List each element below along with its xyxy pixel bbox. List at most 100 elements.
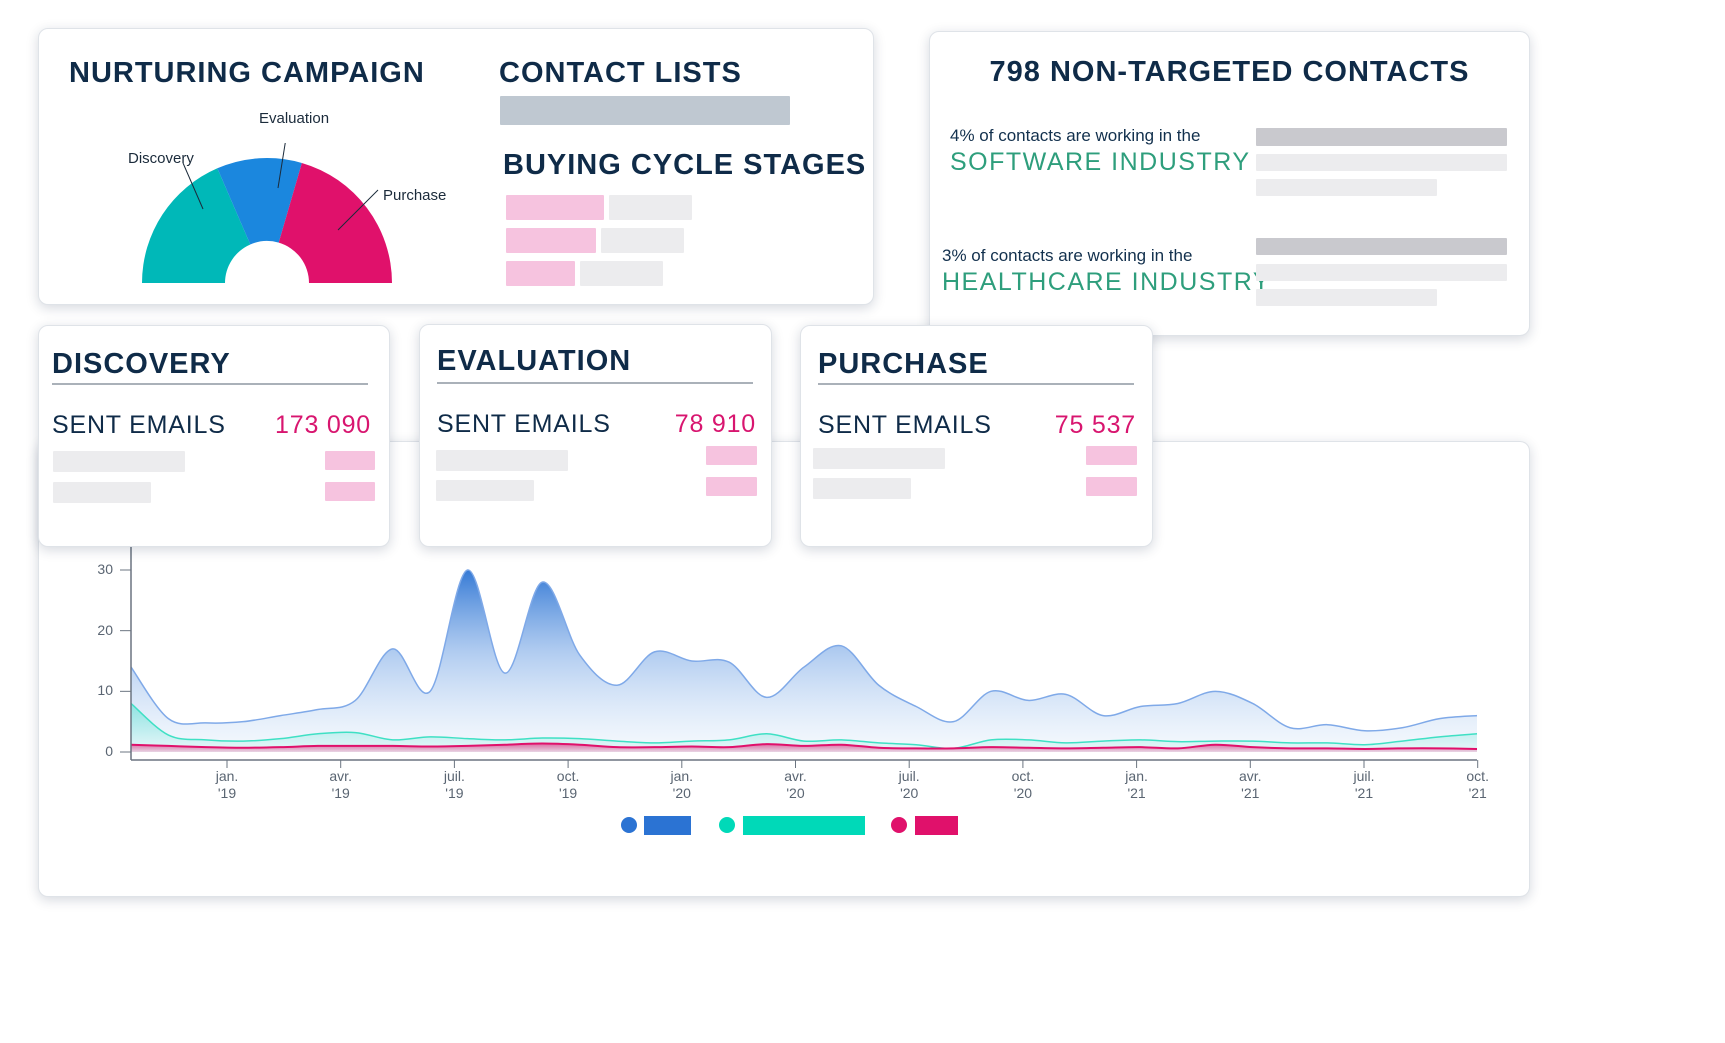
software-bar-2 xyxy=(1256,154,1507,171)
y-tick-label: 0 xyxy=(105,743,113,759)
y-tick-label: 10 xyxy=(97,682,113,699)
evaluation-sent-value: 78 910 xyxy=(674,410,756,438)
purchase-sent-label: SENT EMAILS xyxy=(818,411,992,439)
x-tick-year: '21 xyxy=(1241,785,1260,801)
x-tick-month: oct. xyxy=(1011,768,1035,784)
evaluation-bar-2 xyxy=(436,480,534,501)
stage-gauge-chart xyxy=(142,143,392,283)
x-tick-month: avr. xyxy=(329,768,352,784)
x-tick-year: '20 xyxy=(900,785,919,801)
purchase-value-1 xyxy=(1086,446,1137,465)
legend-dot-blue[interactable] xyxy=(621,817,637,833)
purchase-sent-value: 75 537 xyxy=(1054,411,1136,439)
non-targeted-contacts-card: 798 NON-TARGETED CONTACTS 4% of contacts… xyxy=(929,31,1530,336)
discovery-bar-2 xyxy=(53,482,151,503)
x-tick-year: '19 xyxy=(445,785,464,801)
x-tick-label: juil. '21 xyxy=(1339,768,1389,802)
gauge-pointer-purchase xyxy=(337,189,379,231)
stage-row-3-bar xyxy=(580,261,663,286)
x-tick-label: jan. '20 xyxy=(657,768,707,802)
nurturing-campaign-title: NURTURING CAMPAIGN xyxy=(69,57,425,89)
healthcare-bar-3 xyxy=(1256,289,1437,306)
stage-row-2-value xyxy=(506,228,596,253)
software-bar-1 xyxy=(1256,128,1507,146)
gauge-label-evaluation: Evaluation xyxy=(259,110,330,127)
gauge-segment-discovery[interactable] xyxy=(142,168,251,283)
x-tick-year: '19 xyxy=(558,785,578,801)
evaluation-value-1 xyxy=(706,446,757,465)
x-tick-label: jan. '19 xyxy=(202,768,252,802)
discovery-divider xyxy=(52,383,368,385)
x-tick-month: oct. xyxy=(1466,768,1489,784)
purchase-value-2 xyxy=(1086,477,1137,496)
stage-row-2-bar xyxy=(601,228,684,253)
stage-row-1-bar xyxy=(609,195,692,220)
stage-row-3-value xyxy=(506,261,575,286)
legend-dot-teal[interactable] xyxy=(719,817,735,833)
x-tick-label: avr. '20 xyxy=(771,768,821,802)
y-tick-label: 30 xyxy=(97,561,113,577)
x-tick-month: juil. xyxy=(1353,768,1375,784)
y-tick-label: 20 xyxy=(97,621,113,638)
series-2-area xyxy=(131,743,1477,752)
legend-bar-blue[interactable] xyxy=(644,816,691,835)
software-contacts-text: 4% of contacts are working in the xyxy=(950,126,1201,145)
x-tick-year: '21 xyxy=(1354,785,1374,801)
stage-row-1-value xyxy=(506,195,604,220)
x-tick-year: '20 xyxy=(672,785,691,801)
evaluation-sent-label: SENT EMAILS xyxy=(437,410,611,438)
contact-lists-title: CONTACT LISTS xyxy=(499,57,742,89)
purchase-stage-card[interactable]: PURCHASE SENT EMAILS 75 537 xyxy=(800,325,1153,547)
discovery-stage-card[interactable]: DISCOVERY SENT EMAILS 173 090 xyxy=(38,325,390,547)
x-tick-label: jan. '21 xyxy=(1112,768,1162,802)
nurturing-campaign-card: NURTURING CAMPAIGN Discovery Evaluation … xyxy=(38,28,874,305)
gauge-segment-purchase[interactable] xyxy=(278,162,392,283)
evaluation-bar-1 xyxy=(436,450,568,471)
gauge-segment-evaluation[interactable] xyxy=(217,158,302,245)
evaluation-value-2 xyxy=(706,477,757,496)
evaluation-stage-title: EVALUATION xyxy=(437,345,632,377)
gauge-pointer-evaluation xyxy=(277,143,286,189)
legend-bar-pink[interactable] xyxy=(915,816,958,835)
discovery-value-1 xyxy=(325,451,375,470)
x-tick-year: '21 xyxy=(1468,785,1487,801)
contact-list-placeholder[interactable] xyxy=(500,96,790,125)
purchase-divider xyxy=(818,383,1134,385)
healthcare-industry-label: HEALTHCARE INDUSTRY xyxy=(942,268,1272,296)
x-tick-month: jan. xyxy=(1125,768,1148,784)
software-industry-label: SOFTWARE INDUSTRY xyxy=(950,148,1251,176)
x-tick-year: '21 xyxy=(1127,785,1146,801)
healthcare-contacts-text: 3% of contacts are working in the xyxy=(942,246,1193,265)
discovery-sent-value: 173 090 xyxy=(275,411,371,439)
legend-bar-teal[interactable] xyxy=(743,816,865,835)
discovery-value-2 xyxy=(325,482,375,501)
x-tick-month: juil. xyxy=(898,768,920,784)
healthcare-bar-1 xyxy=(1256,238,1507,255)
non-targeted-title: 798 NON-TARGETED CONTACTS xyxy=(989,56,1470,88)
purchase-bar-1 xyxy=(813,448,945,469)
healthcare-bar-2 xyxy=(1256,264,1507,281)
discovery-bar-1 xyxy=(53,451,185,472)
discovery-sent-label: SENT EMAILS xyxy=(52,411,226,439)
purchase-stage-title: PURCHASE xyxy=(818,348,989,380)
x-tick-label: avr. '19 xyxy=(316,768,366,802)
series-1-line xyxy=(130,702,1478,750)
software-bar-3 xyxy=(1256,179,1437,196)
legend-dot-pink[interactable] xyxy=(891,817,907,833)
x-tick-label: oct. '20 xyxy=(998,768,1048,802)
gauge-label-discovery: Discovery xyxy=(128,150,194,167)
evaluation-stage-card[interactable]: EVALUATION SENT EMAILS 78 910 xyxy=(419,324,772,547)
x-tick-label: juil. '20 xyxy=(884,768,934,802)
discovery-stage-title: DISCOVERY xyxy=(52,348,231,380)
x-tick-month: jan. xyxy=(215,768,239,784)
gauge-label-purchase: Purchase xyxy=(383,187,447,204)
purchase-bar-2 xyxy=(813,478,911,499)
gauge-pointer-discovery xyxy=(182,162,204,210)
series-0-area xyxy=(131,569,1477,752)
x-tick-month: avr. xyxy=(784,768,807,784)
evaluation-divider xyxy=(437,382,753,384)
email-area-chart xyxy=(120,547,1479,768)
x-tick-month: jan. xyxy=(670,768,694,784)
x-tick-year: '19 xyxy=(217,785,237,801)
x-tick-year: '20 xyxy=(786,785,805,801)
